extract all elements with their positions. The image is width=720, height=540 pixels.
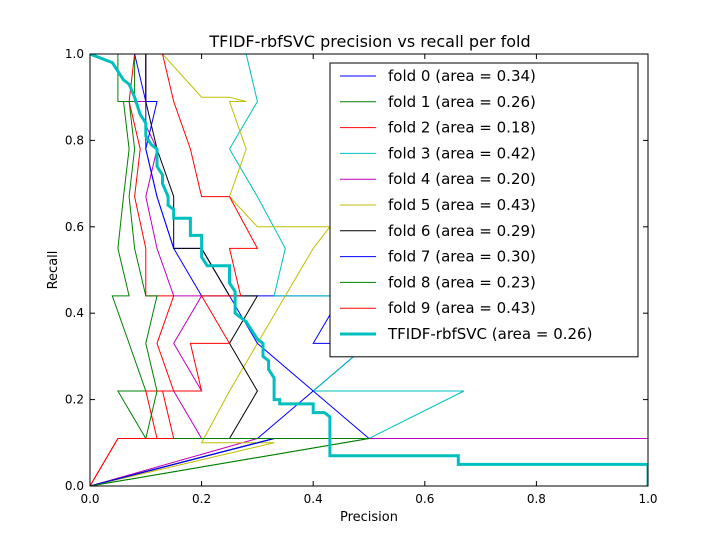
y-axis: 0.0 0.2 0.4 0.6 0.8 1.0	[65, 47, 648, 493]
x-tick-label: 0.6	[415, 492, 434, 506]
legend-label: TFIDF-rbfSVC (area = 0.26)	[387, 325, 592, 343]
legend-label: fold 2 (area = 0.18)	[388, 119, 536, 137]
series-line-fold-6	[90, 54, 275, 486]
x-axis: 0.0 0.2 0.4 0.6 0.8 1.0	[80, 54, 658, 506]
y-tick-label: 1.0	[65, 47, 84, 61]
y-tick-label: 0.6	[65, 220, 84, 234]
legend-label: fold 6 (area = 0.29)	[388, 222, 536, 240]
series-line-fold-9	[90, 54, 259, 486]
x-tick-label: 1.0	[638, 492, 657, 506]
plot-lines	[90, 54, 648, 486]
chart-title: TFIDF-rbfSVC precision vs recall per fol…	[208, 32, 530, 51]
series-line-fold-5	[90, 54, 331, 486]
legend-label: fold 4 (area = 0.20)	[388, 170, 536, 188]
legend-label: fold 0 (area = 0.34)	[388, 67, 536, 85]
y-tick-label: 0.0	[65, 479, 84, 493]
x-tick-label: 0.8	[527, 492, 546, 506]
x-tick-label: 0.4	[304, 492, 323, 506]
series-line-fold-3	[90, 54, 465, 486]
y-axis-label: Recall	[46, 251, 61, 290]
legend-label: fold 9 (area = 0.43)	[388, 299, 536, 317]
legend-label: fold 5 (area = 0.43)	[388, 196, 536, 214]
x-axis-label: Precision	[340, 510, 398, 525]
x-tick-label: 0.2	[192, 492, 211, 506]
y-tick-label: 0.8	[65, 133, 84, 147]
legend-label: fold 1 (area = 0.26)	[388, 93, 536, 111]
legend: fold 0 (area = 0.34) fold 1 (area = 0.26)…	[329, 62, 639, 358]
legend-label: fold 3 (area = 0.42)	[388, 144, 536, 162]
legend-label: fold 8 (area = 0.23)	[388, 273, 536, 291]
legend-box	[329, 62, 639, 358]
y-tick-label: 0.4	[65, 306, 84, 320]
series-line-fold-4	[90, 54, 648, 486]
x-tick-label: 0.0	[80, 492, 99, 506]
y-tick-label: 0.2	[65, 393, 84, 407]
legend-label: fold 7 (area = 0.30)	[388, 248, 536, 266]
series-line-fold-2	[90, 54, 175, 486]
series-line-combined	[90, 54, 648, 486]
plot-frame	[89, 53, 649, 487]
